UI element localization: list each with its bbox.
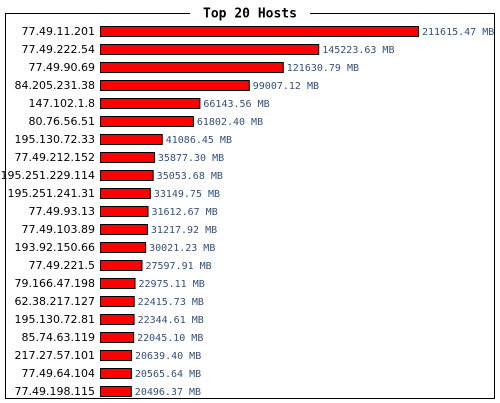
title-background xyxy=(190,5,310,22)
bar xyxy=(100,368,132,379)
value-label: 20496.37 MB xyxy=(135,387,201,398)
bar xyxy=(100,278,136,289)
host-label: 77.49.221.5 xyxy=(29,259,95,272)
value-label: 33149.75 MB xyxy=(154,189,220,200)
host-label: 77.49.222.54 xyxy=(22,43,95,56)
bar xyxy=(100,386,132,397)
bar xyxy=(100,152,155,163)
host-label: 217.27.57.101 xyxy=(15,349,95,362)
bar xyxy=(100,80,250,91)
value-label: 41086.45 MB xyxy=(166,135,232,146)
bar xyxy=(100,224,148,235)
bar xyxy=(100,206,149,217)
host-label: 80.76.56.51 xyxy=(29,115,95,128)
value-label: 99007.12 MB xyxy=(253,81,319,92)
host-label: 77.49.198.115 xyxy=(15,385,95,398)
host-label: 62.38.217.127 xyxy=(15,295,95,308)
value-label: 20565.64 MB xyxy=(135,369,201,380)
host-label: 195.251.229.114 xyxy=(1,169,95,182)
host-label: 77.49.64.104 xyxy=(22,367,95,380)
bar xyxy=(100,296,135,307)
value-label: 22344.61 MB xyxy=(138,315,204,326)
host-label: 147.102.1.8 xyxy=(29,97,95,110)
value-label: 20639.40 MB xyxy=(135,351,201,362)
bar xyxy=(100,116,194,127)
value-label: 31217.92 MB xyxy=(151,225,217,236)
bar xyxy=(100,62,284,73)
bar xyxy=(100,350,133,361)
bar xyxy=(100,26,419,37)
bar xyxy=(100,314,135,325)
host-label: 193.92.150.66 xyxy=(15,241,95,254)
value-label: 27597.91 MB xyxy=(145,261,211,272)
host-label: 77.49.90.69 xyxy=(29,61,95,74)
bar xyxy=(100,260,143,271)
bar xyxy=(100,188,151,199)
host-label: 195.130.72.33 xyxy=(15,133,95,146)
bar xyxy=(100,98,201,109)
value-label: 22415.73 MB xyxy=(138,297,204,308)
host-label: 77.49.11.201 xyxy=(22,25,95,38)
value-label: 145223.63 MB xyxy=(322,45,394,56)
value-label: 35877.30 MB xyxy=(158,153,224,164)
value-label: 31612.67 MB xyxy=(152,207,218,218)
value-label: 211615.47 MB xyxy=(422,27,494,38)
host-label: 195.130.72.81 xyxy=(15,313,95,326)
host-label: 77.49.103.89 xyxy=(22,223,95,236)
host-label: 79.166.47.198 xyxy=(15,277,95,290)
value-label: 35053.68 MB xyxy=(157,171,223,182)
value-label: 121630.79 MB xyxy=(287,63,359,74)
bar xyxy=(100,134,163,145)
value-label: 66143.56 MB xyxy=(203,99,269,110)
host-label: 77.49.93.13 xyxy=(29,205,95,218)
host-label: 195.251.241.31 xyxy=(8,187,95,200)
host-label: 77.49.212.152 xyxy=(15,151,95,164)
bar xyxy=(100,170,154,181)
value-label: 22975.11 MB xyxy=(139,279,205,290)
bar xyxy=(100,44,320,55)
value-label: 22045.10 MB xyxy=(137,333,203,344)
value-label: 30021.23 MB xyxy=(149,243,215,254)
value-label: 61802.40 MB xyxy=(197,117,263,128)
host-label: 84.205.231.38 xyxy=(15,79,95,92)
bar xyxy=(100,242,147,253)
chart-title: Top 20 Hosts xyxy=(203,7,297,22)
host-label: 85.74.63.119 xyxy=(22,331,95,344)
bar xyxy=(100,332,135,343)
